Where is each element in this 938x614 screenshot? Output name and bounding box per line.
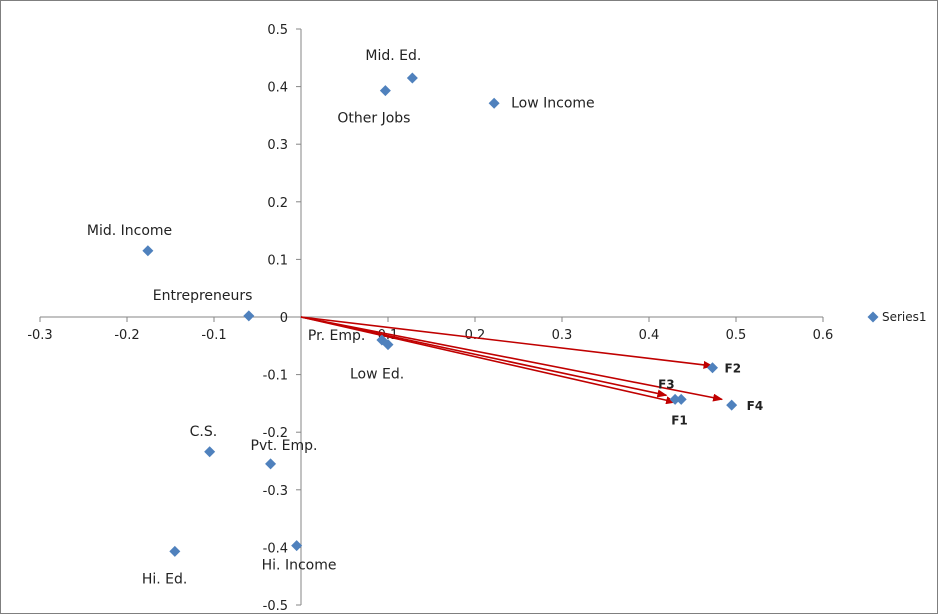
vectors	[300, 316, 724, 405]
x-tick-label: 0.3	[552, 328, 573, 343]
data-point	[169, 545, 181, 557]
data-point	[675, 393, 687, 405]
data-point	[265, 458, 277, 470]
legend: Series1	[867, 310, 927, 324]
point-label: F4	[747, 399, 764, 413]
point-label: Mid. Income	[87, 223, 172, 239]
x-tick-label: 0.2	[465, 328, 486, 343]
y-tick-label: 0.4	[267, 81, 288, 96]
x-tick-label: 0.6	[813, 328, 834, 343]
x-tick-label: -0.3	[27, 328, 52, 343]
y-tick-label: -0.3	[263, 484, 288, 499]
vector-f1	[300, 316, 677, 405]
data-point	[379, 85, 391, 97]
point-label: Mid. Ed.	[365, 48, 421, 64]
y-tick-label: -0.4	[263, 541, 288, 556]
vector-f4	[300, 316, 724, 402]
point-labels: Mid. Ed. Other Jobs Low Income Mid. Income E…	[87, 48, 763, 587]
legend-marker	[867, 311, 879, 323]
point-label: Hi. Income	[262, 558, 337, 574]
y-tick-label: -0.2	[263, 426, 288, 441]
point-label: Low Ed.	[350, 367, 404, 383]
point-label: C.S.	[190, 424, 218, 440]
point-label: Pr. Emp.	[308, 328, 365, 344]
y-tick-label: -0.5	[263, 599, 288, 613]
point-label: Low Income	[511, 95, 595, 111]
data-point	[406, 72, 418, 84]
y-tick-label: -0.1	[263, 369, 288, 384]
vector-f2	[300, 316, 714, 369]
x-tick-label: -0.2	[114, 328, 139, 343]
y-tick-label: 0.5	[267, 23, 288, 38]
data-point	[669, 393, 681, 405]
axes: -0.3 -0.2 -0.1 0.1 0.2 0.3 0.4 0.5 0.6 0.5 0.4 0.3 0…	[27, 23, 833, 613]
x-tick-label: 0.5	[726, 328, 747, 343]
data-point	[204, 446, 216, 458]
point-label: F2	[725, 362, 742, 376]
data-points	[142, 72, 738, 557]
x-tick-label: 0.4	[639, 328, 660, 343]
data-point	[488, 97, 500, 109]
point-label: Other Jobs	[337, 111, 410, 127]
y-tick-label: 0.2	[267, 196, 288, 211]
data-point	[142, 245, 154, 257]
data-point	[382, 339, 394, 351]
y-tick-label: 0.1	[267, 253, 288, 268]
vector-f3	[300, 316, 668, 398]
x-tick-label: -0.1	[201, 328, 226, 343]
point-label: Pvt. Emp.	[251, 438, 318, 454]
y-tick-label: 0.3	[267, 138, 288, 153]
y-tick-label: 0	[280, 311, 288, 326]
data-point	[291, 540, 303, 552]
point-label: Hi. Ed.	[142, 571, 188, 587]
point-label: F3	[658, 377, 675, 391]
data-point	[707, 362, 719, 374]
legend-label: Series1	[882, 310, 927, 324]
point-label: Entrepreneurs	[153, 288, 253, 304]
point-label: F1	[671, 413, 688, 427]
data-point	[726, 399, 738, 411]
data-point	[243, 310, 255, 322]
